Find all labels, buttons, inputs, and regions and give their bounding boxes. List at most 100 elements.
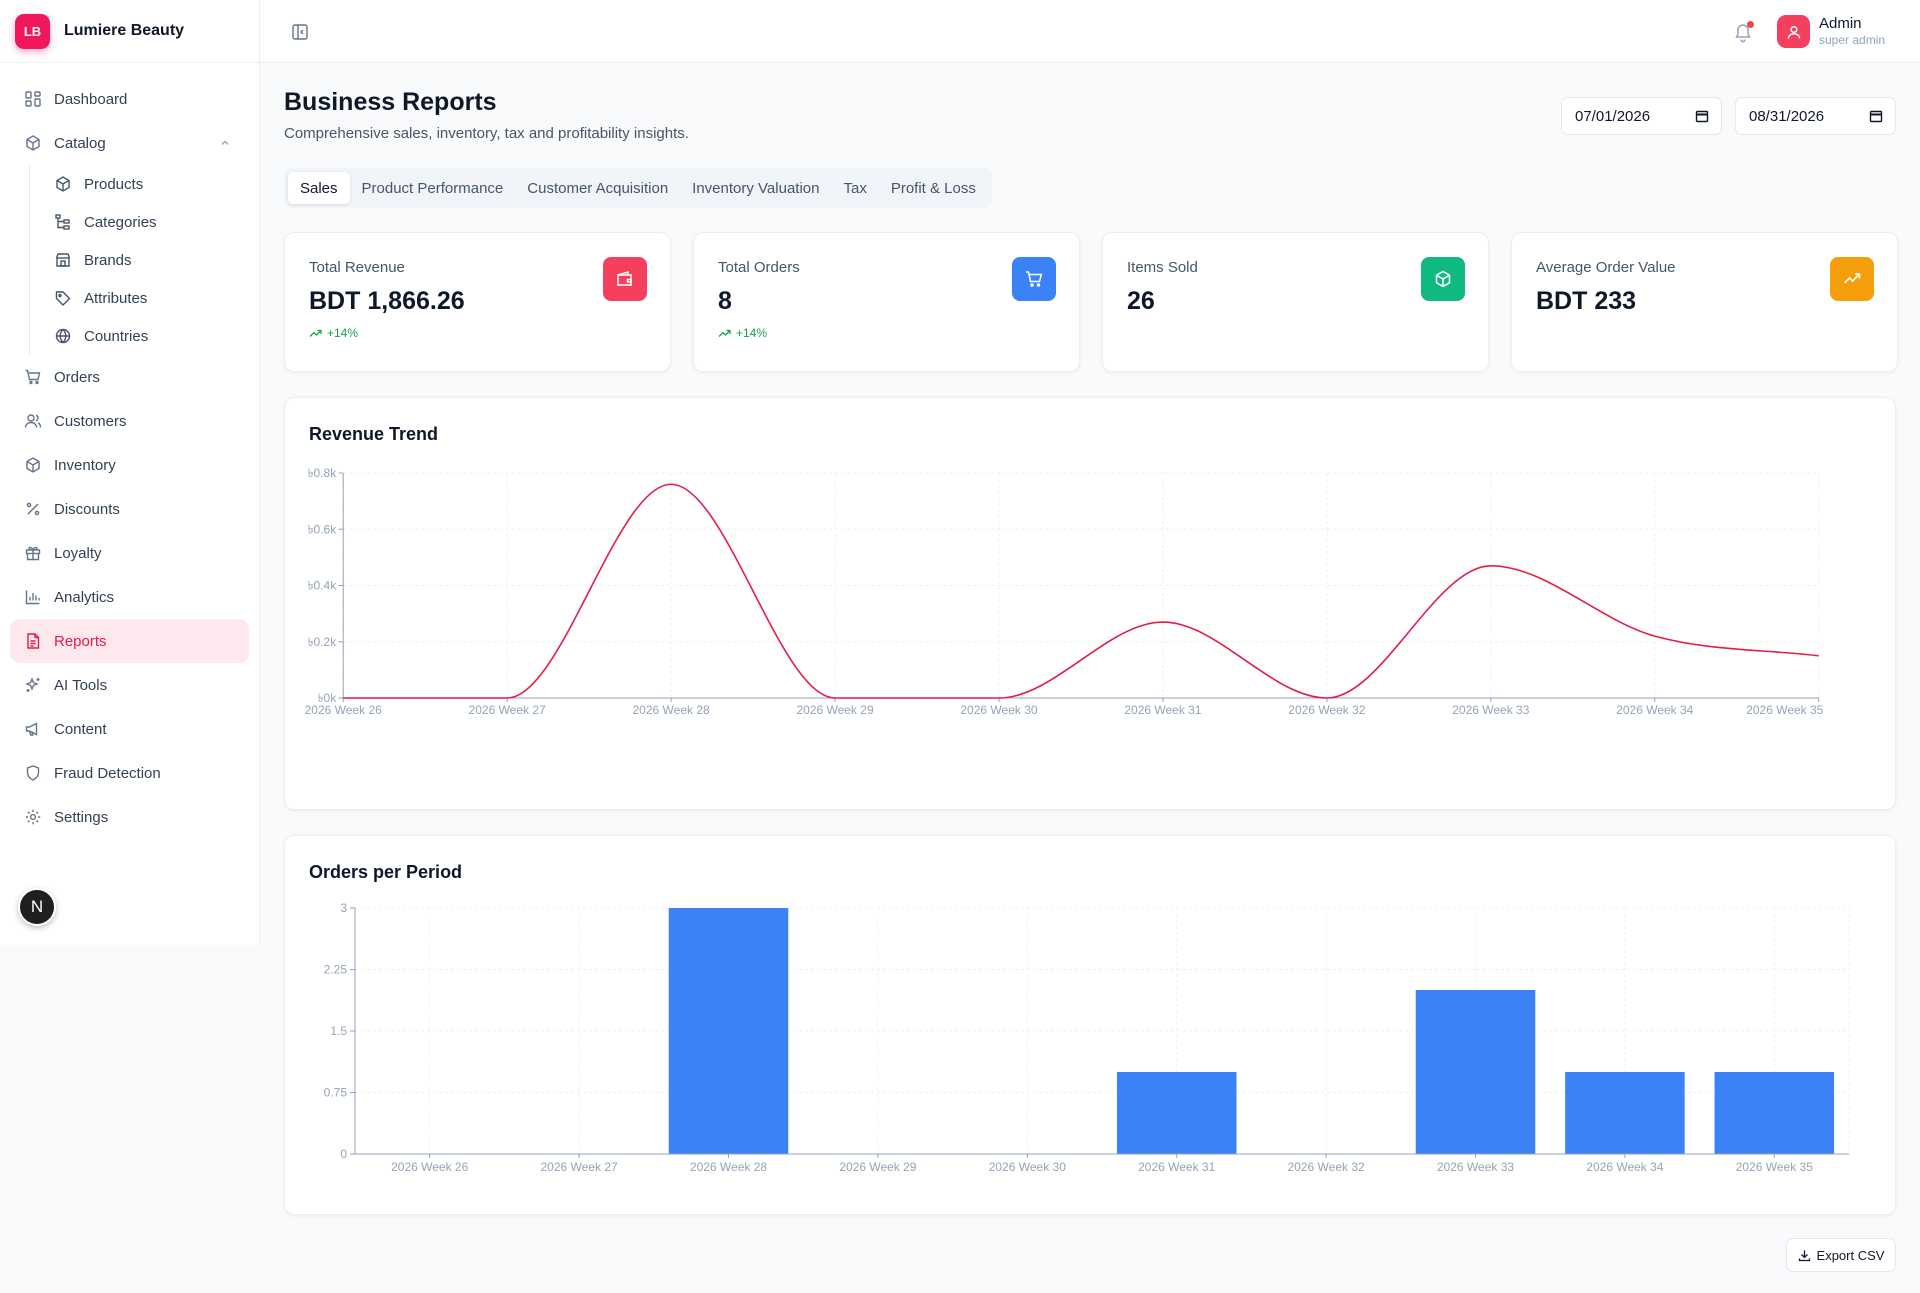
megaphone-icon	[24, 720, 42, 738]
catalog-submenu: Products Categories Brands Attributes Co…	[29, 165, 259, 355]
sidebar-item-discounts[interactable]: Discounts	[0, 487, 259, 531]
revenue-trend-chart: ৳0k ৳0.2k ৳0.4k ৳0.6k ৳0.8k 2026 Week 26 2026 …	[305, 466, 1824, 717]
plot-area: 0 0.75 1.5 2.25 3 2026 Week 26 2026 Week 27 202…	[324, 901, 1850, 1174]
x-tick-label: 2026 Week 33	[1437, 1160, 1514, 1174]
user-name[interactable]: Admin	[1819, 15, 1862, 32]
tab-customer-acquisition[interactable]: Customer Acquisition	[527, 179, 669, 197]
sidebar-item-label: Content	[54, 720, 107, 738]
sidebar-item-dashboard[interactable]: Dashboard	[0, 77, 259, 121]
chevron-up-icon[interactable]	[219, 136, 231, 153]
gear-icon	[24, 808, 42, 826]
sidebar-item-label: Categories	[84, 213, 157, 231]
bar	[1714, 1072, 1835, 1154]
brand-name: Lumiere Beauty	[64, 22, 185, 39]
sidebar-item-attributes[interactable]: Attributes	[30, 279, 259, 317]
y-tick-label: ৳0k	[318, 691, 338, 705]
x-tick-label: 2026 Week 33	[1452, 703, 1529, 717]
calendar-icon[interactable]	[1695, 109, 1709, 123]
store-icon	[54, 251, 72, 269]
y-tick-label: 0.75	[324, 1086, 348, 1100]
next-js-badge[interactable]: N	[18, 888, 56, 926]
date-from-input[interactable]: 07/01/2026	[1561, 97, 1722, 135]
sidebar-item-customers[interactable]: Customers	[0, 399, 259, 443]
bell-icon[interactable]	[1733, 21, 1753, 43]
bar	[1116, 1072, 1237, 1154]
cart-icon	[24, 368, 42, 386]
revenue-trend-card: Revenue Trend ৳0k ৳0.2k ৳0.4k ৳0.6k ৳0.8k 202…	[284, 397, 1896, 810]
sidebar-item-label: Discounts	[54, 500, 120, 518]
sidebar-item-orders[interactable]: Orders	[0, 355, 259, 399]
trend-up-icon	[718, 329, 731, 337]
sidebar-item-countries[interactable]: Countries	[30, 317, 259, 355]
sidebar-item-analytics[interactable]: Analytics	[0, 575, 259, 619]
sidebar-item-catalog[interactable]: Catalog	[0, 121, 259, 165]
sidebar-item-label: Analytics	[54, 588, 115, 606]
kpi-label: Total Orders	[718, 259, 800, 276]
sidebar-toggle-icon[interactable]	[291, 23, 309, 41]
kpi-card-items-sold: Items Sold 26	[1102, 232, 1489, 372]
sidebar-item-content[interactable]: Content	[0, 707, 259, 751]
tab-inventory-valuation[interactable]: Inventory Valuation	[692, 179, 820, 197]
box-icon	[54, 175, 72, 193]
brand-logo[interactable]: LB	[15, 13, 50, 49]
sidebar-item-label: AI Tools	[54, 676, 108, 694]
calendar-icon[interactable]	[1869, 109, 1883, 123]
sidebar-item-fraud-detection[interactable]: Fraud Detection	[0, 751, 259, 795]
page-title: Business Reports	[284, 88, 497, 116]
date-to-input[interactable]: 08/31/2026	[1735, 97, 1896, 135]
sidebar-item-settings[interactable]: Settings	[0, 795, 259, 839]
sidebar-item-label: Inventory	[54, 456, 116, 474]
sidebar-item-loyalty[interactable]: Loyalty	[0, 531, 259, 575]
users-icon	[24, 412, 42, 430]
kpi-value: BDT 233	[1536, 287, 1637, 315]
avatar[interactable]	[1777, 15, 1810, 48]
x-tick-label: 2026 Week 29	[839, 1160, 916, 1174]
sidebar-item-brands[interactable]: Brands	[30, 241, 259, 279]
x-tick-label: 2026 Week 28	[633, 703, 710, 717]
y-tick-label: ৳0.4k	[308, 579, 338, 593]
date-from-value: 07/01/2026	[1575, 107, 1651, 125]
sidebar-item-products[interactable]: Products	[30, 165, 259, 203]
sidebar-item-label: Customers	[54, 412, 127, 430]
kpi-value: 26	[1127, 287, 1155, 315]
sidebar-item-inventory[interactable]: Inventory	[0, 443, 259, 487]
topbar: Admin super admin	[260, 0, 1920, 63]
kpi-delta: +14%	[718, 326, 767, 340]
kpi-delta-value: +14%	[327, 326, 359, 340]
sparkles-icon	[24, 676, 42, 694]
sidebar-item-ai-tools[interactable]: AI Tools	[0, 663, 259, 707]
trend-up-icon	[1830, 257, 1874, 301]
tab-profit-loss[interactable]: Profit & Loss	[890, 179, 976, 197]
y-tick-label: 3	[340, 901, 347, 915]
sidebar-nav: Dashboard Catalog Products Categories Br…	[0, 63, 259, 839]
sidebar-item-categories[interactable]: Categories	[30, 203, 259, 241]
x-tick-label: 2026 Week 28	[690, 1160, 767, 1174]
tab-tax[interactable]: Tax	[843, 179, 867, 197]
kpi-label: Items Sold	[1127, 259, 1198, 276]
date-to-value: 08/31/2026	[1749, 107, 1825, 125]
bar	[668, 908, 789, 1154]
user-role: super admin	[1819, 33, 1886, 47]
kpi-delta: +14%	[309, 326, 358, 340]
box-icon	[24, 456, 42, 474]
x-tick-label: 2026 Week 31	[1124, 703, 1201, 717]
report-tabs: Sales Product Performance Customer Acqui…	[284, 168, 992, 208]
sidebar-item-label: Dashboard	[54, 90, 128, 108]
tag-icon	[54, 289, 72, 307]
x-tick-label: 2026 Week 35	[1736, 1160, 1813, 1174]
sidebar-item-label: Countries	[84, 327, 149, 345]
y-tick-label: 0	[340, 1147, 347, 1161]
plot-area: ৳0k ৳0.2k ৳0.4k ৳0.6k ৳0.8k 2026 Week 26 2026 …	[305, 466, 1824, 717]
tab-sales[interactable]: Sales	[288, 172, 350, 204]
export-csv-button[interactable]: Export CSV	[1786, 1238, 1896, 1272]
kpi-value: BDT 1,866.26	[309, 287, 465, 315]
download-icon	[1798, 1250, 1810, 1261]
sidebar-item-label: Fraud Detection	[54, 764, 161, 782]
sidebar-item-reports[interactable]: Reports	[10, 619, 249, 663]
sidebar-item-label: Settings	[54, 808, 109, 826]
cart-icon	[1012, 257, 1056, 301]
tab-product-performance[interactable]: Product Performance	[361, 179, 504, 197]
y-tick-label: 2.25	[324, 963, 348, 977]
kpi-card-average-order-value: Average Order Value BDT 233	[1511, 232, 1898, 372]
shield-icon	[24, 764, 42, 782]
